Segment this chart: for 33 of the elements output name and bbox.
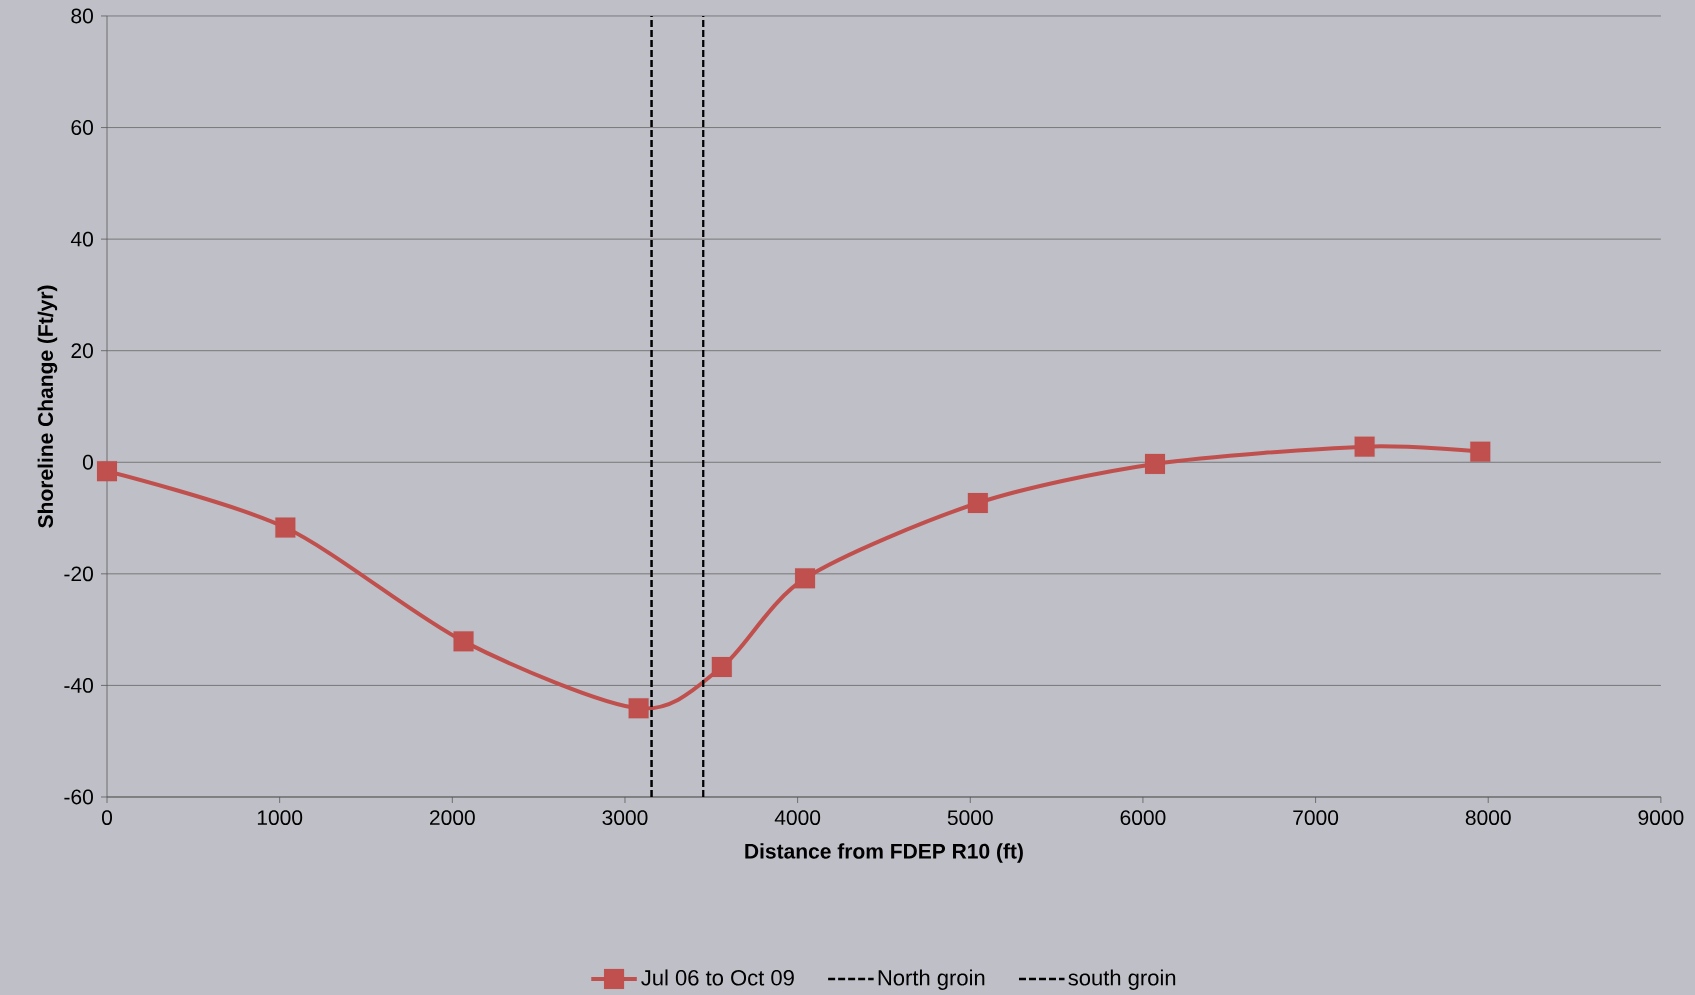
y-tick-label: 80 <box>71 8 93 24</box>
x-tick-label: 2000 <box>430 810 475 826</box>
x-tick-label: 7000 <box>1293 810 1339 826</box>
y-tick-label: -40 <box>64 677 93 693</box>
x-tick-label: 9000 <box>1638 810 1684 826</box>
x-axis-title: Distance from FDEP R10 (ft) <box>745 843 1023 863</box>
y-tick-label: -60 <box>64 789 93 805</box>
y-tick-label: -20 <box>64 566 93 582</box>
x-tick-label: 8000 <box>1465 810 1511 826</box>
x-tick-label: 4000 <box>774 810 821 826</box>
point <box>1470 441 1491 462</box>
point <box>1144 453 1166 474</box>
y-tick-label: 20 <box>71 343 93 359</box>
x-tick-label: 3000 <box>602 810 648 826</box>
point <box>711 656 732 678</box>
point <box>275 517 296 538</box>
y-tick-label: 40 <box>70 231 93 247</box>
y-tick-label: 0 <box>82 454 93 470</box>
legend-label: south groin <box>1068 969 1176 990</box>
x-tick-label: 1000 <box>257 810 303 826</box>
point <box>1354 436 1375 457</box>
y-tick-label: 60 <box>71 120 93 135</box>
legend-label: North groin <box>878 969 985 990</box>
x-tick-label: 6000 <box>1120 810 1166 826</box>
x-tick-label: 0 <box>101 810 113 826</box>
y-axis-title: Shoreline Change (Ft/yr) <box>37 285 58 528</box>
point <box>628 698 649 719</box>
point <box>967 492 988 514</box>
legend-label: Jul 06 to Oct 09 <box>641 969 794 986</box>
x-tick-label: 5000 <box>947 810 993 826</box>
point <box>453 631 474 652</box>
point <box>794 568 816 589</box>
point <box>96 461 118 482</box>
